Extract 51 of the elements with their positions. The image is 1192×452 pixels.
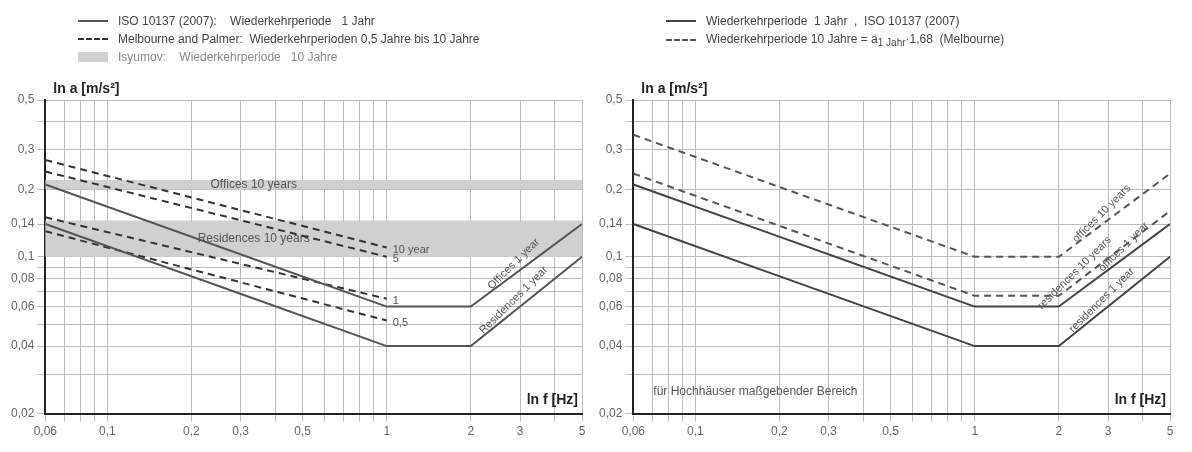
x-tick-label: 0,3 xyxy=(820,424,838,439)
x-tick-label: 0,2 xyxy=(183,424,201,439)
x-tick-label: 1 xyxy=(383,424,391,439)
x-tick-label: 0,3 xyxy=(232,424,250,439)
x-tick-label: 0,06 xyxy=(33,424,58,439)
y-tick-label: 0,06 xyxy=(599,298,623,313)
y-tick-label: 0,08 xyxy=(11,270,35,285)
x-tick-label: 0,06 xyxy=(621,424,646,439)
annotation: 10 year xyxy=(392,242,430,255)
y-tick-label: 0,3 xyxy=(17,142,35,157)
x-tick-label: 0,5 xyxy=(294,424,312,439)
y-tick-label: 0,5 xyxy=(605,92,623,107)
y-tick-label: 0,3 xyxy=(605,142,623,157)
y-tick-label: 0,5 xyxy=(17,92,35,107)
y-tick-label: 0,1 xyxy=(17,249,35,264)
y-axis-title: ln a [m/s²] xyxy=(641,79,708,96)
x-tick-label: 5 xyxy=(578,424,586,439)
x-tick-label: 1 xyxy=(971,424,979,439)
x-tick-label: 0,5 xyxy=(882,424,900,439)
legend-label: Melbourne and Palmer: Wiederkehrperioden 0,5 Jahre bis 10 Jahre xyxy=(118,32,480,46)
x-axis-title: ln f [Hz] xyxy=(1114,391,1166,408)
y-axis-title: ln a [m/s²] xyxy=(53,79,120,96)
legend-label: ISO 10137 (2007): Wiederkehrperiode 1 Jahr xyxy=(118,14,375,28)
y-tick-label: 0,14 xyxy=(599,216,623,231)
y-tick-label: 0,2 xyxy=(605,181,623,196)
annotation: 0,5 xyxy=(392,315,409,328)
y-tick-label: 0,02 xyxy=(11,405,35,420)
y-tick-label: 0,06 xyxy=(11,298,35,313)
x-tick-label: 0,2 xyxy=(771,424,789,439)
x-tick-label: 0,1 xyxy=(98,424,116,439)
legend-label: Wiederkehrperiode 1 Jahr , ISO 10137 (2007) xyxy=(706,14,960,28)
annotation: 1 xyxy=(392,293,399,306)
y-tick-label: 0,08 xyxy=(599,270,623,285)
band-label: Offices 10 years xyxy=(210,176,297,191)
y-tick-label: 0,1 xyxy=(605,249,623,264)
x-tick-label: 3 xyxy=(516,424,524,439)
x-tick-label: 2 xyxy=(1055,424,1063,439)
annotation: für Hochhäuser maßgebender Bereich xyxy=(653,383,858,398)
x-tick-label: 2 xyxy=(467,424,475,439)
y-tick-label: 0,14 xyxy=(11,216,35,231)
y-tick-label: 0,02 xyxy=(599,405,623,420)
y-tick-label: 0,2 xyxy=(17,181,35,196)
text: Isyumov: Wiederkehrperiode 10 Jahre xyxy=(118,50,338,64)
x-tick-label: 5 xyxy=(1166,424,1174,439)
legend-label: Wiederkehrperiode 10 Jahre = a$_{1 Jahr}$·1,68 (Melbourne) xyxy=(706,32,1005,49)
x-tick-label: 0,1 xyxy=(686,424,704,439)
band-label: Residences 10 years xyxy=(197,231,310,246)
x-tick-label: 3 xyxy=(1104,424,1112,439)
y-tick-label: 0,04 xyxy=(599,338,623,353)
y-tick-label: 0,04 xyxy=(11,338,35,353)
x-axis-title: ln f [Hz] xyxy=(526,391,578,408)
